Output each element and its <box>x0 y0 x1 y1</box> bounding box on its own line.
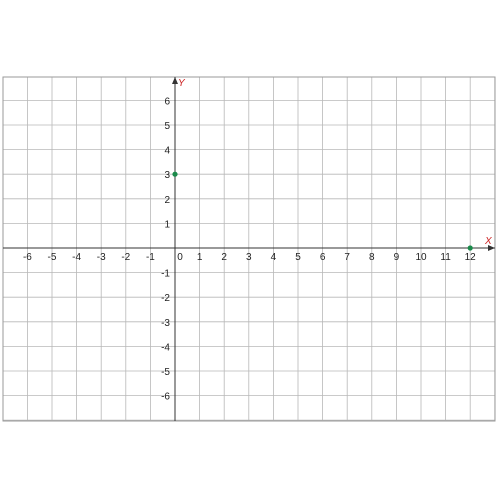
x-tick-label: 10 <box>415 252 427 263</box>
y-tick-label: -4 <box>161 342 170 353</box>
y-tick-label: 2 <box>164 195 170 206</box>
y-tick-label: -1 <box>161 269 170 280</box>
x-axis-label: X <box>484 236 492 247</box>
y-tick-label: 1 <box>164 219 170 230</box>
x-tick-label: 6 <box>320 252 326 263</box>
y-tick-label: -2 <box>161 293 170 304</box>
data-point <box>468 245 473 250</box>
grid <box>3 77 495 421</box>
x-tick-label: -2 <box>121 252 130 263</box>
x-tick-label: 4 <box>271 252 277 263</box>
x-tick-label: -6 <box>23 252 32 263</box>
y-tick-label: 3 <box>164 170 170 181</box>
x-tick-label: 3 <box>246 252 252 263</box>
x-tick-label: 9 <box>394 252 400 263</box>
x-tick-label: 2 <box>221 252 227 263</box>
x-tick-label: 11 <box>440 252 451 263</box>
x-tick-label: 12 <box>465 252 477 263</box>
x-tick-label: 8 <box>369 252 375 263</box>
y-tick-label: -5 <box>161 367 170 378</box>
y-tick-label: 4 <box>164 146 170 157</box>
x-tick-label: 0 <box>177 252 183 263</box>
x-tick-label: 5 <box>295 252 301 263</box>
y-tick-label: 6 <box>164 96 170 107</box>
x-tick-label: -1 <box>146 252 155 263</box>
y-tick-label: -6 <box>161 392 170 403</box>
x-tick-label: -5 <box>48 252 57 263</box>
x-tick-label: 1 <box>197 252 203 263</box>
y-tick-label: 5 <box>164 121 170 132</box>
x-tick-label: 7 <box>344 252 350 263</box>
x-tick-label: -3 <box>97 252 106 263</box>
data-point <box>172 172 177 177</box>
y-tick-label: -3 <box>161 318 170 329</box>
tick-labels: -6 -5 -4 -3 -2 -1 0 1 2 3 4 5 6 7 8 9 10 11 12654321-1-2-3… <box>23 96 476 402</box>
y-axis-label: Y <box>178 78 186 89</box>
x-tick-label: -4 <box>72 252 81 263</box>
